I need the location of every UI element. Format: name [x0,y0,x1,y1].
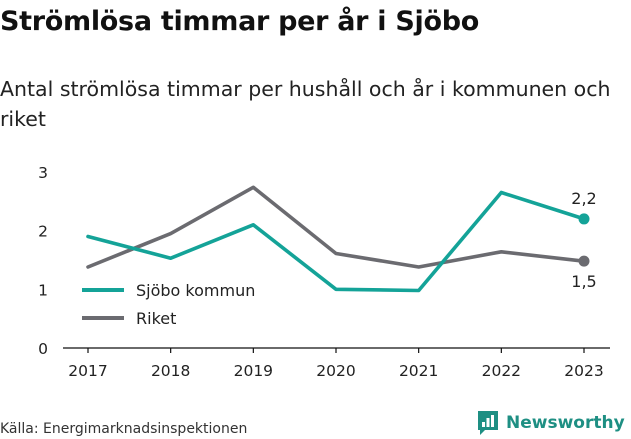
x-tick-label: 2017 [68,362,107,380]
chart-title: Strömlösa timmar per år i Sjöbo [0,6,479,37]
series-line [86,185,586,269]
x-tick-label: 2020 [316,362,355,380]
brand-name: Newsworthy [506,413,625,433]
chart-subtitle: Antal strömlösa timmar per hushåll och å… [0,77,611,131]
source-note: Källa: Energimarknadsinspektionen [0,421,248,437]
y-tick-label: 0 [38,340,48,358]
y-tick-label: 3 [38,164,48,182]
newsworthy-icon [478,411,498,435]
newsworthy-logo: Newsworthy [476,408,625,438]
line-chart: 0 1 2 3 2017 2018 2019 2020 2021 2022 2023 2,2 1,5 Sj… [38,164,610,380]
x-tick-label: 2021 [399,362,438,380]
series-end-point [578,255,590,267]
legend-label: Sjöbo kommun [136,281,255,300]
series-line [86,190,586,293]
legend-label: Riket [136,309,176,328]
y-tick-label: 2 [38,223,48,241]
x-tick-label: 2023 [564,362,603,380]
data-label: 1,5 [571,272,596,291]
data-label: 2,2 [571,189,596,208]
x-tick-label: 2022 [482,362,521,380]
y-tick-label: 1 [38,281,48,299]
series-end-point [578,213,590,225]
x-tick-label: 2018 [151,362,190,380]
x-tick-label: 2019 [234,362,273,380]
